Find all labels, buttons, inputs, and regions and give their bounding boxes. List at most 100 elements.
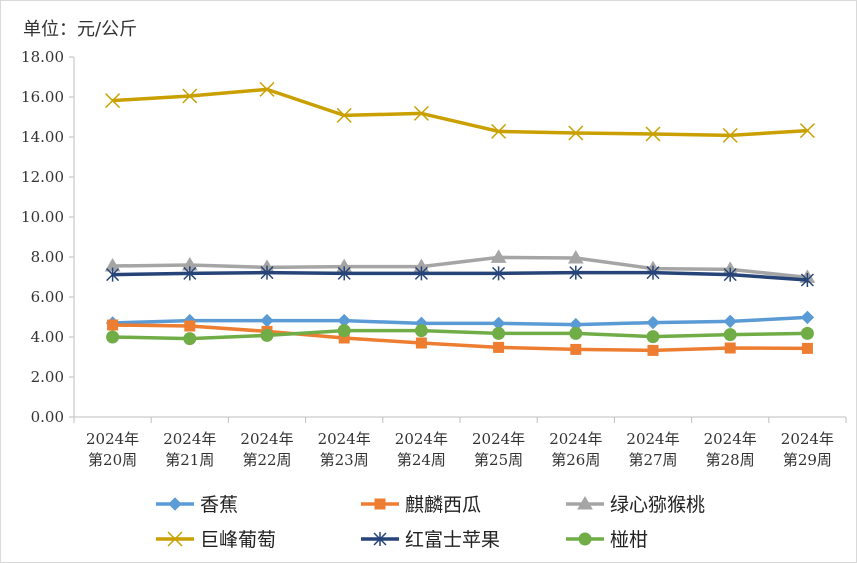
x-tick-label-year: 2024年: [395, 430, 448, 448]
legend-label-5: 椪柑: [610, 529, 648, 551]
data-point-3-9: [799, 123, 815, 139]
x-tick-label-week: 第27周: [628, 451, 677, 469]
data-point-1-6: [570, 343, 582, 355]
y-tick-label: 2.00: [31, 368, 64, 386]
data-point-5-3: [337, 324, 351, 338]
series-line-1: [112, 323, 808, 353]
series-line-2: [112, 255, 808, 280]
legend-marker-0: [168, 497, 182, 511]
x-tick-label: 2024年第21周: [163, 430, 216, 469]
x-tick-label-year: 2024年: [549, 430, 602, 448]
y-tick-label: 8.00: [31, 248, 64, 266]
data-point-5-9: [800, 326, 814, 340]
x-tick-label-year: 2024年: [781, 430, 834, 448]
data-point-2-6: [567, 250, 584, 264]
x-tick-label-year: 2024年: [472, 430, 525, 448]
series-line-5: [112, 328, 808, 341]
data-point-1-8: [724, 342, 736, 354]
data-point-4-4: [414, 266, 428, 281]
data-point-5-2: [260, 328, 274, 342]
x-tick-label-week: 第28周: [706, 451, 755, 469]
legend-marker-4: [373, 532, 387, 546]
series-line-0: [112, 315, 808, 327]
legend-marker-1: [374, 498, 386, 510]
x-tick-label-week: 第20周: [88, 451, 137, 469]
data-point-4-0: [106, 267, 120, 282]
data-point-0-2: [260, 313, 274, 328]
y-tick-label: 4.00: [31, 328, 64, 346]
x-tick-label-year: 2024年: [704, 430, 757, 448]
x-tick-label-year: 2024年: [86, 430, 139, 448]
x-tick-label-week: 第23周: [320, 451, 369, 469]
data-point-3-6: [568, 125, 584, 141]
x-tick-label: 2024年第20周: [86, 430, 139, 469]
legend-label-4: 红富士苹果: [405, 529, 500, 551]
x-tick-label: 2024年第28周: [704, 430, 757, 469]
data-point-3-4: [413, 105, 429, 121]
x-tick-label-year: 2024年: [163, 430, 216, 448]
y-tick-label: 14.00: [21, 128, 64, 146]
x-tick-label: 2024年第22周: [240, 430, 293, 469]
x-tick-label-week: 第25周: [474, 451, 523, 469]
data-point-1-0: [107, 319, 119, 331]
legend-label-3: 巨峰葡萄: [200, 529, 276, 551]
x-tick-label-week: 第26周: [551, 451, 600, 469]
data-point-4-5: [492, 266, 506, 281]
data-point-4-6: [569, 265, 583, 280]
x-tick-label-week: 第24周: [397, 451, 446, 469]
x-tick-label-year: 2024年: [318, 430, 371, 448]
x-tick-label-week: 第29周: [783, 451, 832, 469]
data-point-0-9: [800, 310, 815, 325]
x-tick-label-year: 2024年: [240, 430, 293, 448]
data-point-3-8: [722, 127, 738, 143]
data-point-4-8: [723, 267, 737, 282]
x-tick-label: 2024年第25周: [472, 430, 525, 469]
data-point-1-5: [493, 341, 505, 353]
x-tick-label: 2024年第29周: [781, 430, 834, 469]
data-point-5-5: [492, 326, 506, 340]
data-point-3-1: [182, 88, 198, 104]
data-point-4-7: [646, 265, 660, 280]
y-tick-label: 0.00: [31, 408, 64, 426]
legend-marker-2: [577, 496, 593, 510]
x-tick-label: 2024年第26周: [549, 430, 602, 469]
x-tick-label-week: 第22周: [242, 451, 291, 469]
x-tick-label: 2024年第23周: [318, 430, 371, 469]
data-point-5-4: [414, 324, 428, 338]
data-point-5-6: [569, 326, 583, 340]
data-point-3-5: [491, 123, 507, 139]
legend-label-0: 香蕉: [200, 494, 238, 516]
data-point-3-3: [336, 107, 352, 123]
unit-label: 单位：元/公斤: [23, 19, 138, 40]
y-tick-label: 18.00: [21, 48, 64, 66]
data-point-4-3: [337, 266, 351, 281]
legend-marker-5: [578, 532, 592, 546]
y-tick-label: 16.00: [21, 88, 64, 106]
data-point-1-4: [415, 337, 427, 349]
series-line-4: [112, 270, 808, 282]
data-point-3-0: [105, 93, 121, 109]
data-point-5-7: [646, 330, 660, 344]
data-point-2-5: [490, 249, 507, 263]
data-point-1-7: [647, 344, 659, 356]
data-point-0-8: [723, 314, 737, 329]
data-point-3-7: [645, 126, 661, 142]
x-tick-label: 2024年第24周: [395, 430, 448, 469]
data-point-4-2: [260, 265, 274, 280]
data-point-4-9: [800, 273, 814, 287]
y-tick-label: 12.00: [21, 168, 64, 186]
data-point-5-1: [183, 332, 197, 346]
data-point-1-9: [801, 342, 813, 354]
data-point-4-1: [183, 266, 197, 281]
data-point-5-8: [723, 328, 737, 342]
data-point-3-2: [259, 81, 275, 97]
x-tick-label-year: 2024年: [626, 430, 679, 448]
legend-label-1: 麒麟西瓜: [405, 494, 481, 516]
data-point-1-1: [184, 320, 196, 332]
series-line-3: [112, 87, 808, 138]
x-tick-label-week: 第21周: [165, 451, 214, 469]
data-point-5-0: [106, 330, 120, 344]
y-tick-label: 10.00: [21, 208, 64, 226]
